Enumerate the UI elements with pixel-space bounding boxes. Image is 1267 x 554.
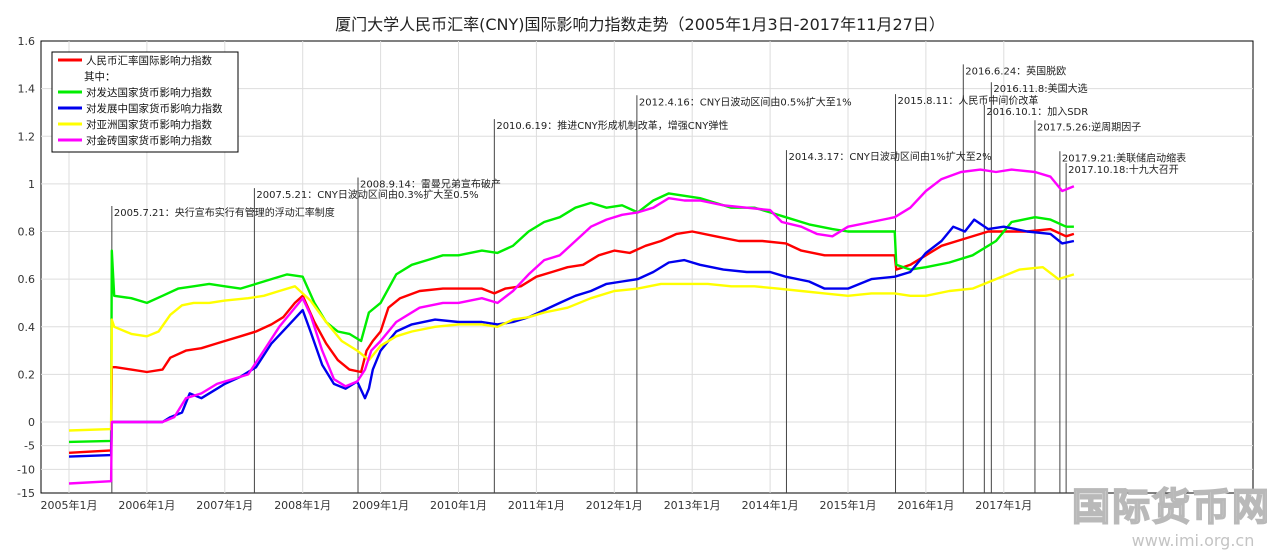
x-tick-label: 2008年1月 — [274, 498, 331, 512]
chart-title: 厦门大学人民币汇率(CNY)国际影响力指数走势（2005年1月3日-2017年1… — [335, 15, 945, 34]
event-label: 2016.10.1：加入SDR — [986, 106, 1088, 118]
event-label: 2017.10.18:十九大召开 — [1068, 163, 1179, 176]
event-label: 2012.4.16：CNY日波动区间由0.5%扩大至1% — [639, 95, 852, 108]
x-tick-label: 2005年1月 — [41, 498, 98, 512]
event-label: 2016.6.24：英国脱欧 — [965, 64, 1066, 77]
x-tick-labels: 2005年1月 2006年1月 2007年1月 2008年1月 2009年1月 2010年… — [41, 498, 1033, 512]
event-label: 2010.6.19：推进CNY形成机制改革，增强CNY弹性 — [496, 119, 728, 132]
x-tick-label: 2014年1月 — [742, 498, 799, 512]
legend-label: 对亚洲国家货币影响力指数 — [86, 118, 212, 131]
y-tick-label: 1.2 — [18, 130, 36, 143]
y-tick-labels: 1.6 1.4 1.2 1 0.8 0.6 0.4 0.2 0 -5 -10 -15 — [17, 35, 35, 500]
legend-box — [51, 51, 239, 153]
y-tick-label: -15 — [17, 487, 35, 500]
y-tick-label: 0 — [28, 416, 35, 429]
plot-area: 1.61.41.210.80.60.40.20-5-10-15 2005年1月 2… — [17, 35, 1254, 512]
y-tick-label: 1.6 — [18, 35, 36, 48]
series-line-3 — [68, 266, 1075, 432]
series-line-1 — [68, 192, 1074, 444]
x-tick-label: 2012年1月 — [586, 498, 643, 512]
legend-label: 其中： — [84, 70, 116, 83]
legend-label: 人民币汇率国际影响力指数 — [86, 54, 212, 67]
y-tick-label: 0.8 — [18, 226, 36, 239]
watermark-url: www.imi.org.cn — [1132, 531, 1255, 550]
event-label: 2007.5.21：CNY日波动区间由0.3%扩大至0.5% — [256, 188, 478, 201]
x-tick-label: 2007年1月 — [196, 498, 253, 512]
x-tick-label: 2016年1月 — [897, 498, 954, 512]
event-label: 2014.3.17：CNY日波动区间由1%扩大至2% — [788, 150, 991, 163]
x-tick-label: 2010年1月 — [430, 498, 487, 512]
watermark-logo-text: 国际货币网 — [1072, 484, 1267, 529]
event-label: 2008.9.14：雷曼兄弟宣布破产 — [360, 177, 501, 190]
legend-label: 对金砖国家货币影响力指数 — [86, 134, 212, 147]
y-tick-label: 1 — [28, 178, 35, 191]
event-label: 2015.8.11：人民币中间价改革 — [898, 94, 1039, 107]
x-tick-label: 2009年1月 — [352, 498, 409, 512]
y-tick-label: 0.6 — [18, 273, 36, 286]
x-tick-label: 2015年1月 — [820, 498, 877, 512]
plot-frame — [40, 40, 1254, 494]
x-tick-label: 2006年1月 — [118, 498, 175, 512]
y-tick-label: 0.2 — [18, 368, 36, 381]
x-tick-label: 2017年1月 — [975, 498, 1032, 512]
grid-y — [41, 88, 1253, 470]
event-label: 2017.9.21:美联储启动缩表 — [1062, 151, 1186, 164]
event-label: 2016.11.8:美国大选 — [993, 82, 1087, 95]
legend-label: 对发达国家货币影响力指数 — [86, 86, 212, 99]
event-label: 2005.7.21：央行宣布实行有管理的浮动汇率制度 — [114, 206, 335, 219]
event-labels: 2005.7.21：央行宣布实行有管理的浮动汇率制度 2007.5.21：CNY日… — [114, 64, 1186, 219]
y-tick-label: 0.4 — [18, 321, 36, 334]
legend-label: 对发展中国家货币影响力指数 — [86, 102, 223, 115]
watermark: 国际货币网 www.imi.org.cn — [1071, 483, 1267, 550]
y-tick-label: 1.4 — [18, 83, 36, 96]
event-label: 2017.5.26:逆周期因子 — [1037, 120, 1141, 133]
event-lines — [111, 64, 1067, 493]
x-tick-label: 2013年1月 — [664, 498, 721, 512]
series-line-4 — [68, 168, 1075, 485]
series-lines — [68, 168, 1075, 485]
y-tick-label: -5 — [24, 440, 35, 453]
x-tick-label: 2011年1月 — [508, 498, 565, 512]
y-tick-label: -10 — [17, 463, 35, 476]
